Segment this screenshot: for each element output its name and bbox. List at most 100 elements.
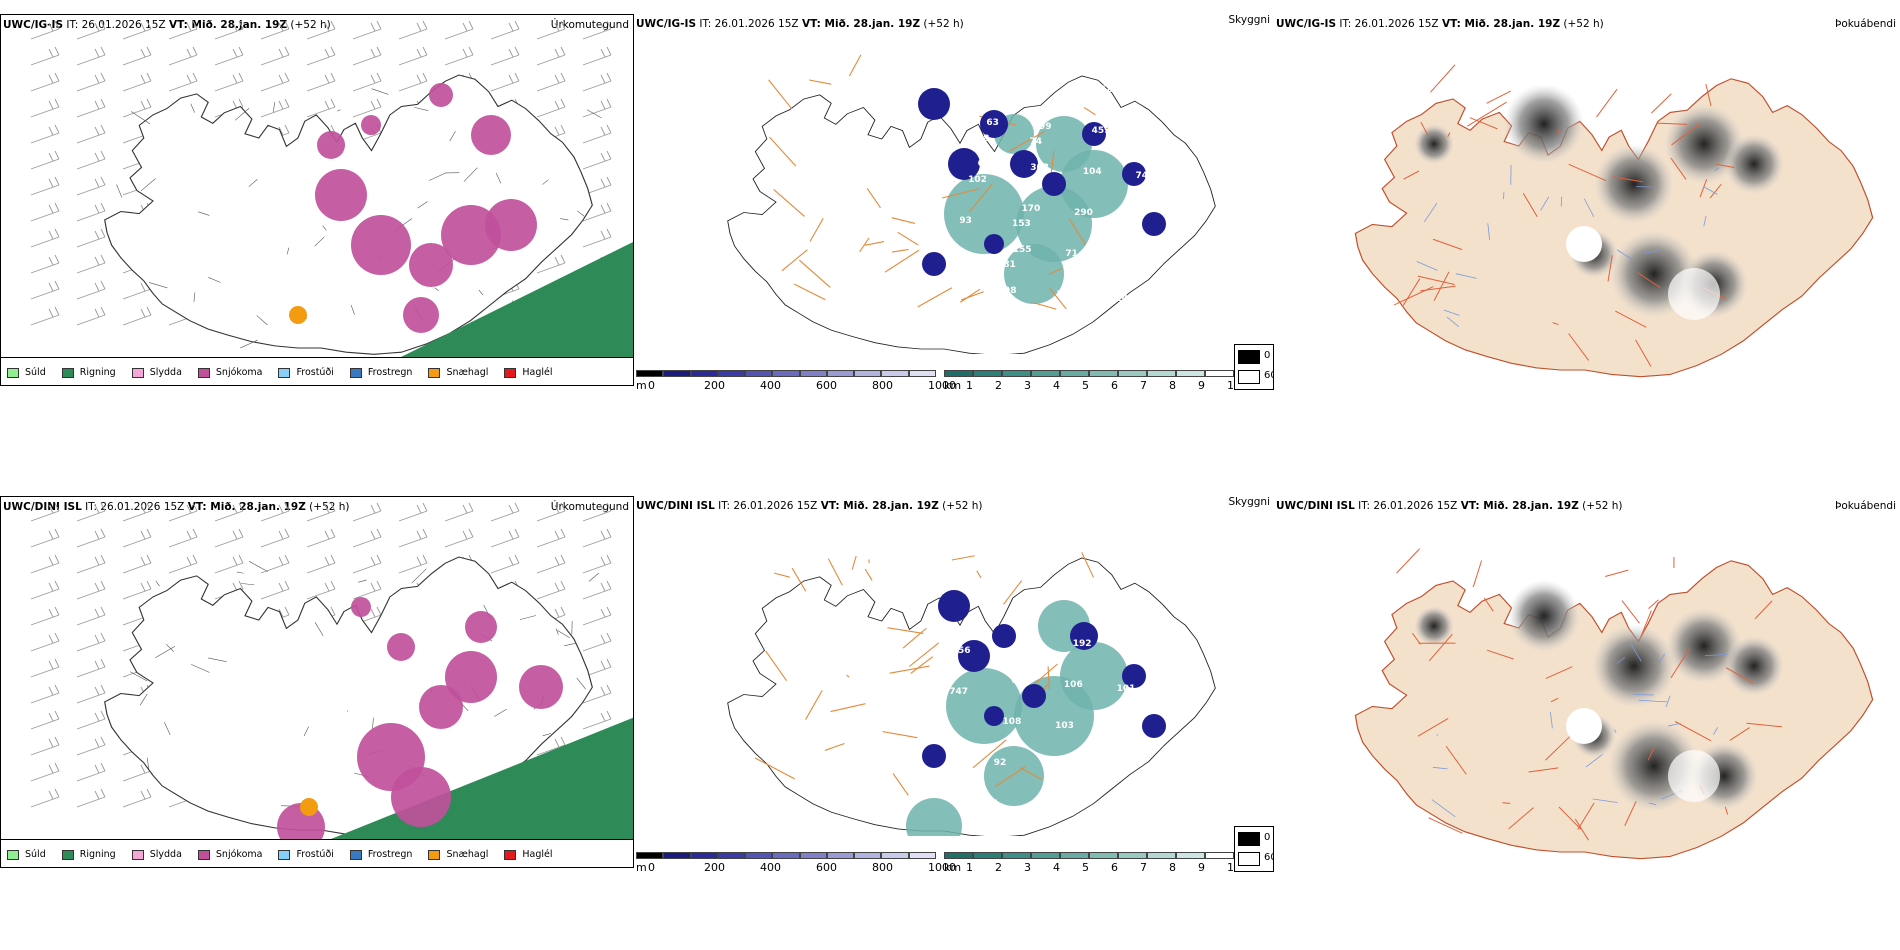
river: [1703, 215, 1707, 227]
wind-barb: [352, 80, 382, 92]
wind-barb: [582, 536, 612, 548]
road: [976, 570, 982, 579]
wind-barb: [76, 314, 106, 326]
road: [1486, 90, 1511, 104]
init-time: IT: 26.01.2026 15Z: [1358, 500, 1458, 512]
wind-barb: [214, 28, 244, 40]
wind-barb: [260, 54, 290, 66]
wind-barb: [582, 640, 612, 652]
wind-barb: [122, 796, 152, 808]
visibility-value: 104: [1020, 634, 1039, 645]
legend-swatch: [7, 849, 19, 860]
colorbar-segment: [826, 370, 855, 377]
colorbar-segment: [745, 370, 773, 377]
road: [1528, 767, 1559, 773]
visibility-tick: 7: [1140, 379, 1147, 390]
low-ceiling-area: [1082, 122, 1106, 146]
legend-swatch: [428, 367, 441, 378]
wind-barb: [214, 54, 244, 66]
colorbar-segment: [799, 852, 827, 859]
river: [1416, 261, 1438, 271]
road: [805, 690, 823, 720]
visibility-value: 459: [1091, 125, 1111, 136]
legend-swatch: [61, 849, 74, 860]
lead-time: (+52 h): [923, 18, 964, 30]
wind-barb: [352, 536, 382, 548]
road: [889, 665, 930, 674]
wind-barb: [260, 28, 290, 40]
road: [809, 79, 832, 85]
road: [1640, 610, 1652, 638]
road: [1402, 278, 1421, 306]
model-name: UWC/DINI ISL: [1276, 500, 1355, 512]
wind-barb: [76, 236, 106, 248]
model-name: UWC/IG-IS: [1276, 18, 1337, 30]
legend-item: Rigning: [61, 367, 116, 378]
road: [1577, 802, 1595, 830]
river: [1583, 198, 1595, 218]
road: [1081, 552, 1095, 578]
wind-barb: [582, 588, 612, 600]
visibility-value: 303: [1030, 162, 1050, 173]
fog-area: [1508, 580, 1580, 652]
road: [1729, 727, 1750, 741]
visibility-colorbar: km12345678910: [944, 370, 1241, 390]
visibility-value: 79: [1142, 810, 1156, 821]
panel-header: UWC/IG-IS IT: 26.01.2026 15Z VT: Mið. 28…: [636, 18, 964, 30]
glacier: [1668, 750, 1720, 802]
wind-barb: [582, 718, 612, 730]
wind-barb: [76, 770, 106, 782]
road: [1647, 747, 1655, 761]
legend-swatch: [131, 367, 144, 378]
legend-item: Slydda: [131, 367, 182, 378]
colorbar-segment: [636, 852, 664, 859]
river: [1592, 798, 1618, 803]
visibility-value: 192: [1072, 638, 1092, 649]
river: [1585, 754, 1603, 768]
visibility-value: 74: [1029, 137, 1043, 148]
river: [1613, 729, 1617, 733]
snow-area: [403, 297, 439, 333]
colorbar-segment: [908, 852, 936, 859]
wind-barb: [536, 262, 566, 274]
road: [1709, 184, 1722, 199]
road: [1705, 83, 1712, 107]
wind-barb: [76, 666, 106, 678]
wind-barb: [76, 132, 106, 144]
wind-barb: [490, 54, 520, 66]
wind-barb: [30, 692, 60, 704]
colorbar-segment: [772, 370, 800, 377]
colorbar-segment: [1060, 852, 1089, 859]
road: [1635, 339, 1652, 367]
wind-barb: [352, 28, 382, 40]
wind-barb: [122, 54, 152, 66]
colorbar-segment: [854, 852, 882, 859]
legend-item: Slydda: [131, 849, 182, 860]
road: [1502, 802, 1511, 804]
colorbar-segment: [717, 852, 746, 859]
wind-barb: [76, 28, 106, 40]
wind-barb: [306, 536, 336, 548]
colorbar-segment: [854, 370, 882, 377]
panel-title-precip-type: Úrkomutegund: [550, 19, 629, 31]
low-visibility-area: [1060, 642, 1128, 710]
road: [1671, 122, 1701, 146]
wind-barb: [168, 28, 198, 40]
road: [1552, 322, 1559, 326]
lead-time: (+52 h): [1563, 18, 1604, 30]
road: [768, 79, 793, 110]
road: [995, 766, 1026, 788]
river: [1436, 734, 1439, 736]
wind-barb: [306, 562, 336, 574]
colorbar-segment: [690, 852, 718, 859]
panel-title-visibility: Skyggni: [1228, 496, 1271, 508]
colorbar-segment: [1089, 370, 1118, 377]
wind-barb: [306, 80, 336, 92]
glacier: [1566, 708, 1602, 744]
legend-label: Snæhagl: [446, 849, 489, 860]
ceiling-tick: 800: [872, 379, 893, 390]
fog-area: [1414, 606, 1454, 646]
visibility-value: 56: [957, 646, 971, 657]
road: [824, 742, 845, 751]
low-visibility-area: [1036, 116, 1092, 172]
